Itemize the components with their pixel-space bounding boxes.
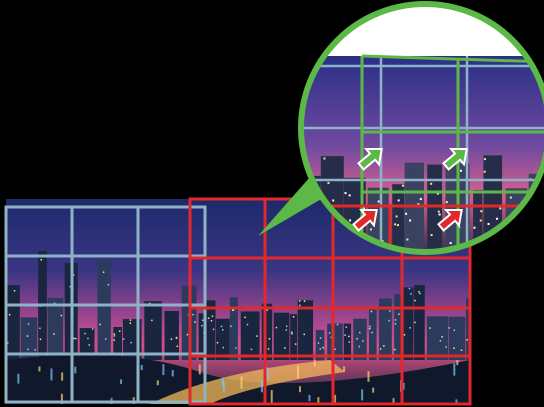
arrow-icon — [352, 208, 378, 232]
magnifier — [298, 1, 544, 255]
green-arrow-right — [442, 147, 468, 171]
left-panorama-grid — [4, 205, 207, 404]
arrow-icon — [442, 147, 468, 171]
arrow-icon — [437, 208, 463, 232]
water-reflections — [17, 360, 459, 404]
red-arrow-left — [352, 208, 378, 232]
red-arrow-right — [437, 208, 463, 232]
magnified-blue-grid — [301, 56, 544, 252]
green-arrow-left — [357, 147, 383, 171]
arrow-icon — [357, 147, 383, 171]
